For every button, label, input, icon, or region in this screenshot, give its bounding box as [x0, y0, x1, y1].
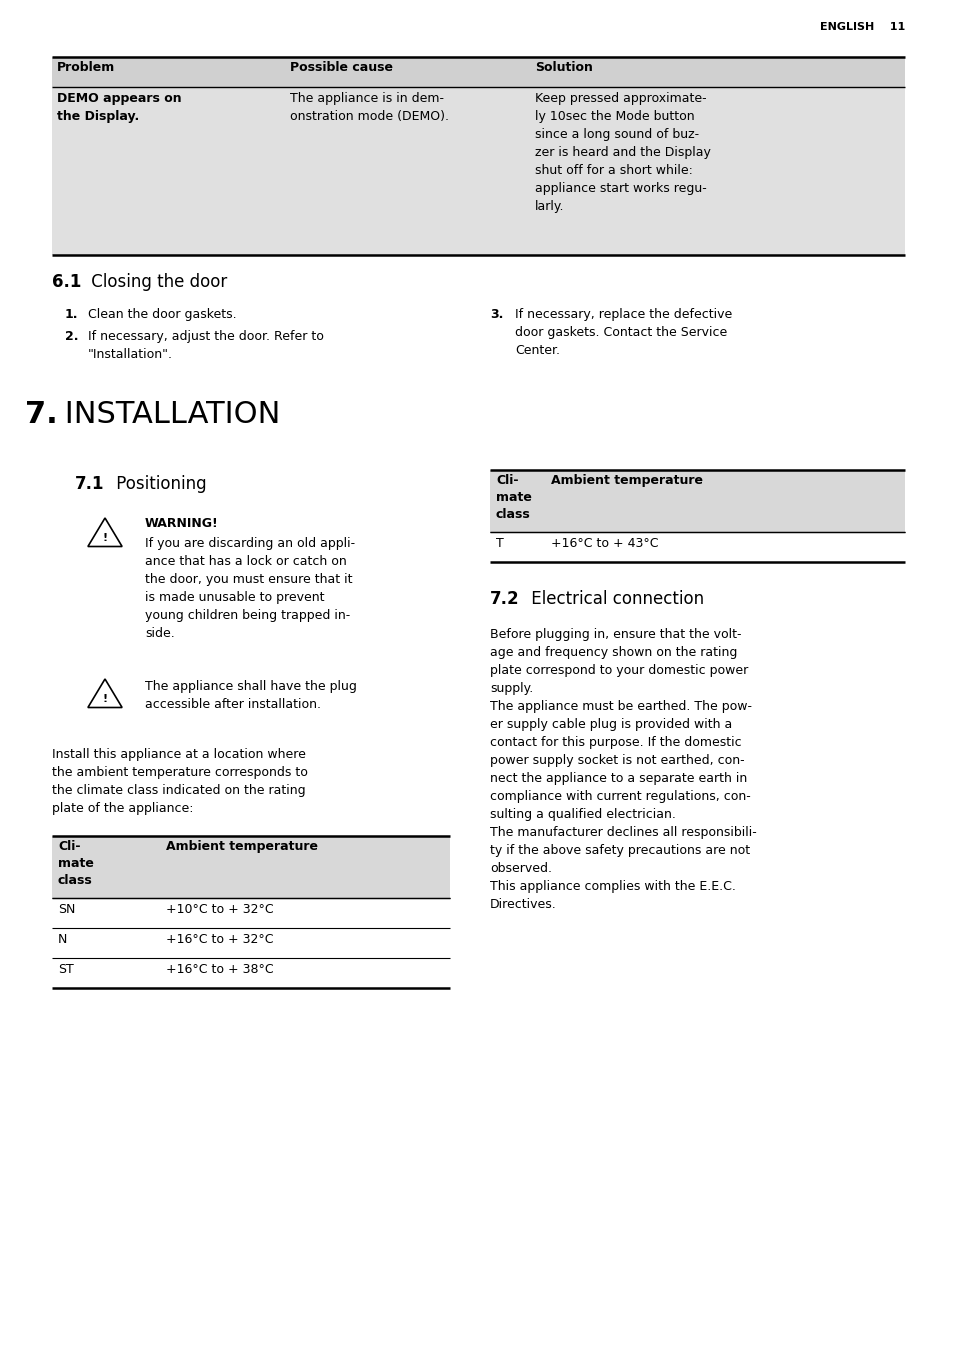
- Text: 2.: 2.: [65, 330, 78, 343]
- Text: Electrical connection: Electrical connection: [525, 589, 703, 608]
- Text: Clean the door gaskets.: Clean the door gaskets.: [88, 308, 236, 320]
- Text: 1.: 1.: [65, 308, 78, 320]
- Bar: [490, 470, 904, 531]
- Text: 3.: 3.: [490, 308, 503, 320]
- Text: N: N: [58, 933, 68, 946]
- Text: +16°C to + 32°C: +16°C to + 32°C: [166, 933, 274, 946]
- Text: Cli-
mate
class: Cli- mate class: [58, 840, 93, 887]
- Text: !: !: [102, 533, 108, 544]
- Text: DEMO appears on
the Display.: DEMO appears on the Display.: [57, 92, 181, 123]
- Text: 6.1: 6.1: [52, 273, 81, 291]
- Text: If you are discarding an old appli-
ance that has a lock or catch on
the door, y: If you are discarding an old appli- ance…: [145, 537, 355, 639]
- Text: If necessary, replace the defective
door gaskets. Contact the Service
Center.: If necessary, replace the defective door…: [515, 308, 732, 357]
- Text: Possible cause: Possible cause: [290, 61, 393, 74]
- Text: Ambient temperature: Ambient temperature: [166, 840, 317, 853]
- Text: Cli-
mate
class: Cli- mate class: [496, 475, 532, 521]
- Text: Closing the door: Closing the door: [86, 273, 227, 291]
- Text: Install this appliance at a location where
the ambient temperature corresponds t: Install this appliance at a location whe…: [52, 748, 308, 815]
- Text: Solution: Solution: [535, 61, 592, 74]
- Text: The appliance is in dem-
onstration mode (DEMO).: The appliance is in dem- onstration mode…: [290, 92, 449, 123]
- Text: WARNING!: WARNING!: [145, 516, 218, 530]
- Text: +10°C to + 32°C: +10°C to + 32°C: [166, 903, 274, 917]
- Text: SN: SN: [58, 903, 75, 917]
- Text: 7.1: 7.1: [75, 475, 105, 493]
- Text: Ambient temperature: Ambient temperature: [551, 475, 702, 487]
- Text: T: T: [496, 537, 503, 550]
- Text: ST: ST: [58, 963, 73, 976]
- Text: INSTALLATION: INSTALLATION: [55, 400, 280, 429]
- Polygon shape: [88, 518, 122, 546]
- Text: +16°C to + 43°C: +16°C to + 43°C: [551, 537, 658, 550]
- Polygon shape: [88, 679, 122, 707]
- Text: If necessary, adjust the door. Refer to
"Installation".: If necessary, adjust the door. Refer to …: [88, 330, 323, 361]
- Text: ENGLISH    11: ENGLISH 11: [819, 22, 904, 32]
- Text: 7.: 7.: [25, 400, 58, 429]
- Bar: [52, 87, 904, 256]
- Text: +16°C to + 38°C: +16°C to + 38°C: [166, 963, 274, 976]
- Text: 7.2: 7.2: [490, 589, 519, 608]
- Text: Before plugging in, ensure that the volt-
age and frequency shown on the rating
: Before plugging in, ensure that the volt…: [490, 627, 756, 911]
- Text: !: !: [102, 694, 108, 704]
- Text: Problem: Problem: [57, 61, 115, 74]
- Bar: [52, 57, 904, 87]
- Text: Positioning: Positioning: [111, 475, 207, 493]
- Text: The appliance shall have the plug
accessible after installation.: The appliance shall have the plug access…: [145, 680, 356, 711]
- Text: Keep pressed approximate-
ly 10sec the Mode button
since a long sound of buz-
ze: Keep pressed approximate- ly 10sec the M…: [535, 92, 710, 214]
- Bar: [52, 836, 450, 898]
